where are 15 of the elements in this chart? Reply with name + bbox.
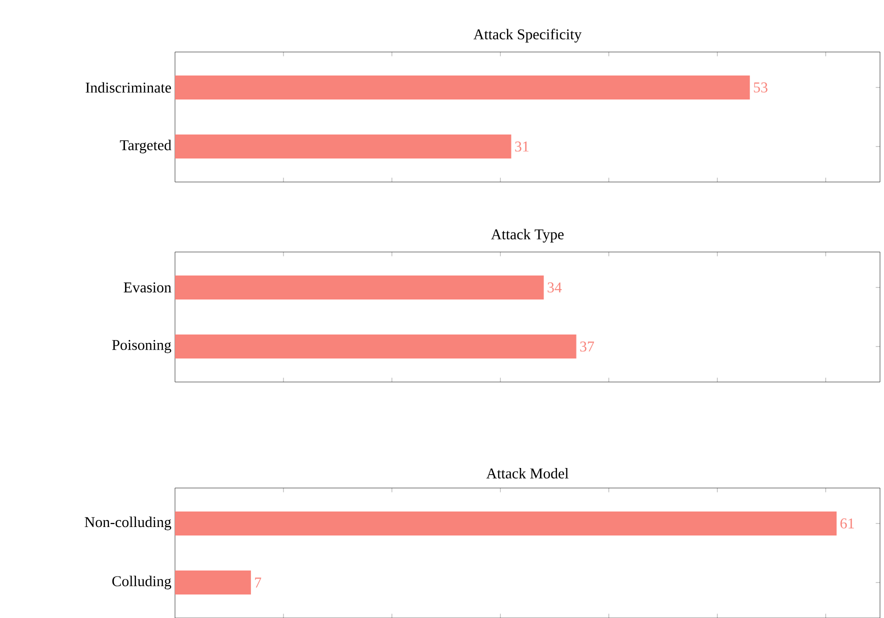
- y-tick-label: Poisoning: [112, 340, 172, 354]
- data-label: 34: [548, 282, 562, 292]
- chart-title: Attack Specificity: [473, 28, 582, 42]
- data-label: 37: [580, 342, 594, 352]
- chart-title: Attack Type: [491, 228, 564, 242]
- y-tick-label: Evasion: [124, 282, 172, 292]
- data-label: 53: [754, 82, 768, 92]
- data-label: 61: [840, 518, 854, 528]
- y-tick-label: Colluding: [112, 576, 172, 590]
- y-tick-label: Indiscriminate: [86, 82, 171, 93]
- y-tick-label: Non-colluding: [84, 516, 172, 530]
- chart-title: Attack Model: [486, 468, 568, 478]
- y-tick-label: Targeted: [120, 140, 172, 154]
- data-label: 31: [515, 142, 528, 152]
- data-label: 7: [255, 578, 262, 588]
